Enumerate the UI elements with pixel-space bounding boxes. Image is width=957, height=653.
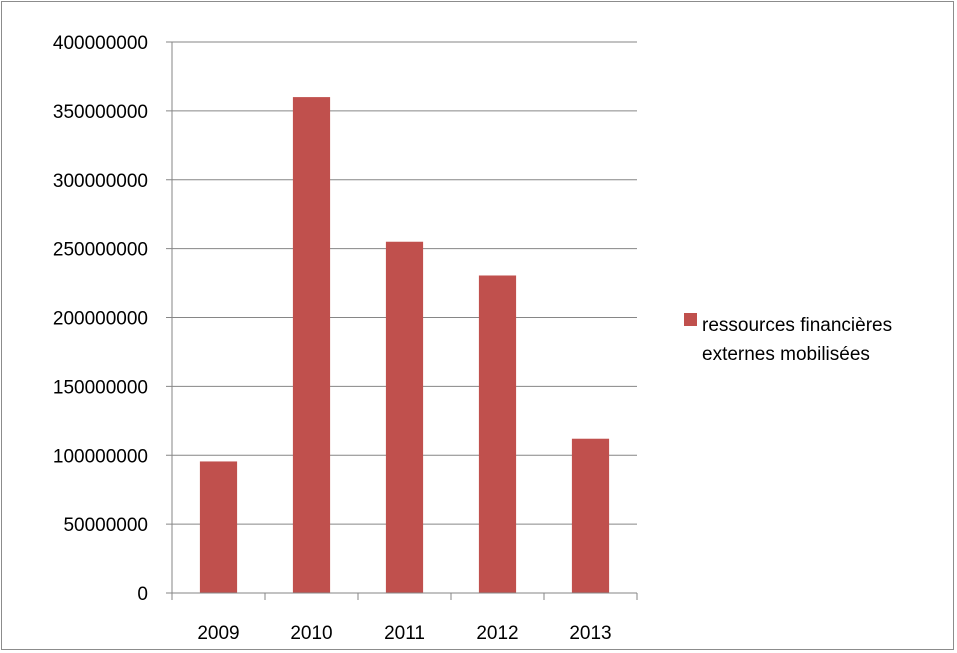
y-tick-label: 150000000	[53, 377, 148, 398]
bar-2012	[478, 275, 517, 593]
y-tick-label: 250000000	[53, 240, 148, 261]
bar-2010	[292, 97, 331, 593]
bar-2011	[385, 241, 424, 594]
x-tick-label: 2013	[569, 623, 611, 644]
x-tick-label: 2011	[384, 623, 425, 644]
x-tick-label: 2009	[197, 623, 239, 644]
legend-label-line-1: ressources financières	[702, 315, 892, 336]
gridlines	[166, 41, 637, 525]
y-tick-labels: 0 50000000 100000000 150000000 200000000 2500…	[53, 33, 148, 605]
y-tick-label: 400000000	[53, 33, 148, 54]
y-tick-label: 300000000	[53, 171, 148, 192]
y-tick-label: 0	[137, 584, 148, 605]
legend-label-line-2: externes mobilisées	[702, 344, 870, 365]
bars	[199, 97, 610, 594]
y-tick-label: 350000000	[53, 102, 148, 123]
x-tick-label: 2012	[476, 623, 518, 644]
bar-2009	[199, 461, 238, 593]
bar-2013	[571, 438, 610, 593]
legend: ressources financières externes mobilisé…	[684, 313, 892, 365]
y-tick-label: 100000000	[53, 446, 148, 467]
x-tick-labels: 2009 2010 2011 2012 2013	[197, 623, 611, 644]
y-tick-label: 50000000	[63, 515, 148, 536]
axes	[166, 42, 638, 600]
legend-swatch	[684, 313, 697, 326]
y-tick-label: 200000000	[53, 309, 148, 330]
x-tick-label: 2010	[290, 623, 332, 644]
